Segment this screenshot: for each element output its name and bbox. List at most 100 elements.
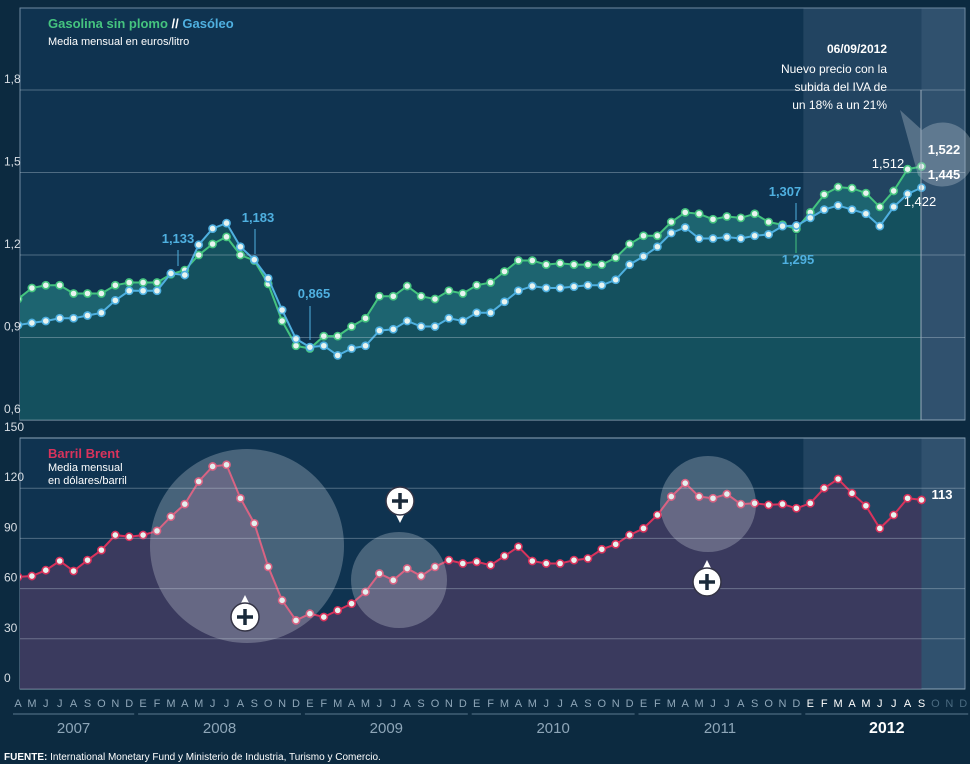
- bubble: [660, 456, 756, 552]
- point: [430, 322, 440, 331]
- point: [875, 523, 885, 533]
- point: [138, 286, 148, 296]
- x-tick-label: D: [626, 698, 634, 710]
- point: [903, 189, 912, 199]
- expand-button[interactable]: [692, 560, 722, 597]
- point: [69, 566, 78, 576]
- point: [110, 295, 120, 305]
- x-tick-label: J: [877, 698, 883, 710]
- subtitle: Media mensual en euros/litro: [48, 36, 189, 48]
- year-label: 2010: [536, 720, 569, 737]
- expand-button[interactable]: [230, 595, 260, 632]
- x-tick-label: E: [473, 698, 480, 710]
- point: [625, 530, 634, 540]
- y-tick-label: 1,2: [4, 237, 21, 251]
- point: [569, 555, 579, 565]
- point: [222, 460, 231, 470]
- point: [319, 612, 329, 622]
- x-tick-label: S: [417, 698, 424, 710]
- x-tick-label: O: [598, 698, 607, 710]
- point: [319, 341, 329, 351]
- x-tick-label: E: [807, 698, 814, 710]
- x-tick-label: N: [111, 698, 119, 710]
- point: [152, 526, 162, 536]
- point: [124, 278, 134, 287]
- point: [514, 286, 523, 296]
- x-tick-label: M: [166, 698, 175, 710]
- point: [541, 559, 551, 568]
- x-tick-label: N: [612, 698, 620, 710]
- x-tick-label: N: [445, 698, 453, 710]
- x-tick-label: O: [431, 698, 440, 710]
- x-tick-label: M: [695, 698, 704, 710]
- point: [458, 289, 468, 298]
- point: [611, 275, 621, 285]
- x-tick-label: M: [500, 698, 509, 710]
- point: [27, 318, 37, 328]
- y-tick-label: 0,6: [4, 402, 21, 416]
- point: [166, 269, 176, 278]
- point: [97, 545, 106, 555]
- point: [69, 289, 78, 298]
- x-tick-label: D: [292, 698, 300, 710]
- point: [152, 278, 162, 287]
- point: [708, 493, 718, 503]
- point: [903, 493, 912, 503]
- point: [97, 289, 106, 298]
- point: [361, 587, 370, 597]
- point: [819, 483, 829, 493]
- point: [416, 291, 426, 301]
- point: [263, 562, 273, 572]
- y-tick-label: 90: [4, 520, 18, 534]
- point: [430, 562, 440, 572]
- point: [374, 569, 384, 578]
- point: [569, 282, 579, 292]
- point: [792, 221, 801, 230]
- x-tick-label: S: [751, 698, 758, 710]
- point: [653, 510, 662, 520]
- point: [611, 253, 621, 263]
- point: [402, 564, 412, 573]
- x-tick-label: M: [361, 698, 370, 710]
- point: [514, 542, 523, 552]
- point: [388, 291, 398, 301]
- y-tick-label: 1,8: [4, 72, 21, 86]
- x-tick-label: A: [181, 698, 189, 710]
- x-tick-label: O: [764, 698, 773, 710]
- point: [833, 182, 843, 192]
- y-tick-label: 1,5: [4, 155, 21, 169]
- x-tick-label: D: [125, 698, 133, 710]
- point: [764, 229, 773, 239]
- point: [263, 273, 273, 283]
- point: [235, 242, 245, 252]
- point: [20, 572, 23, 581]
- point: [500, 267, 509, 276]
- point: [222, 232, 231, 242]
- point: [833, 474, 843, 484]
- point: [194, 477, 204, 486]
- point: [222, 218, 231, 228]
- expand-button[interactable]: [385, 486, 415, 523]
- x-tick-label: J: [210, 698, 216, 710]
- point: [152, 286, 162, 296]
- button-pointer: [703, 560, 711, 568]
- point: [361, 341, 370, 351]
- point: [597, 280, 607, 290]
- point: [555, 559, 565, 568]
- y-tick-label: 0: [4, 671, 11, 685]
- point: [41, 565, 51, 575]
- annotation-text: Nuevo precio con la: [781, 62, 887, 76]
- point: [500, 551, 509, 561]
- point: [597, 544, 607, 554]
- x-tick-label: J: [891, 698, 897, 710]
- legend-gasolina: Gasolina sin plomo: [48, 16, 168, 31]
- x-tick-label: S: [84, 698, 91, 710]
- x-tick-label: A: [682, 698, 690, 710]
- point: [319, 331, 329, 341]
- point: [583, 554, 593, 563]
- point: [847, 183, 857, 193]
- point: [374, 326, 384, 336]
- area: [20, 464, 922, 689]
- point: [917, 495, 926, 505]
- value-label: 0,865: [298, 286, 331, 301]
